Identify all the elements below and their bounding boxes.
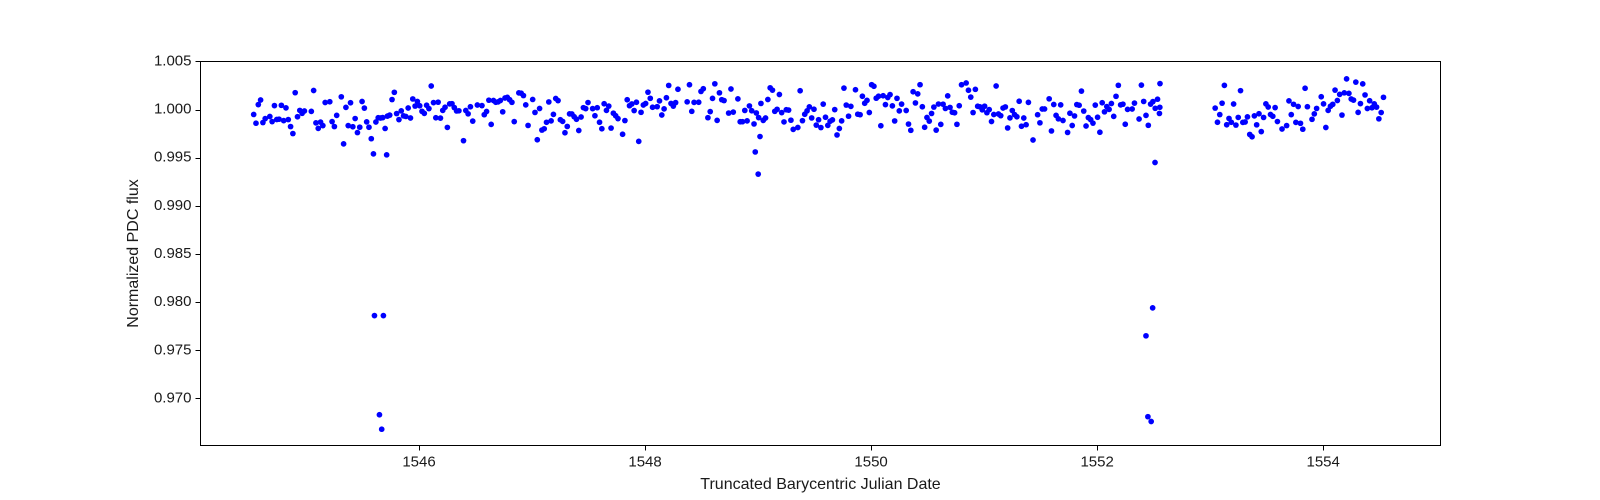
svg-text:0.985: 0.985	[154, 245, 192, 262]
svg-text:1546: 1546	[402, 454, 435, 471]
svg-text:Truncated Barycentric Julian D: Truncated Barycentric Julian Date	[700, 476, 941, 493]
svg-text:0.970: 0.970	[154, 389, 192, 406]
svg-text:1.005: 1.005	[154, 52, 192, 69]
svg-text:1554: 1554	[1307, 454, 1340, 471]
svg-text:1552: 1552	[1080, 454, 1113, 471]
svg-text:1.000: 1.000	[154, 101, 192, 118]
svg-text:Normalized PDC flux: Normalized PDC flux	[125, 179, 142, 327]
svg-text:0.995: 0.995	[154, 149, 192, 166]
svg-text:0.980: 0.980	[154, 293, 192, 310]
svg-text:0.975: 0.975	[154, 341, 192, 358]
svg-text:1550: 1550	[854, 454, 887, 471]
svg-text:1548: 1548	[628, 454, 661, 471]
svg-text:0.990: 0.990	[154, 197, 192, 214]
